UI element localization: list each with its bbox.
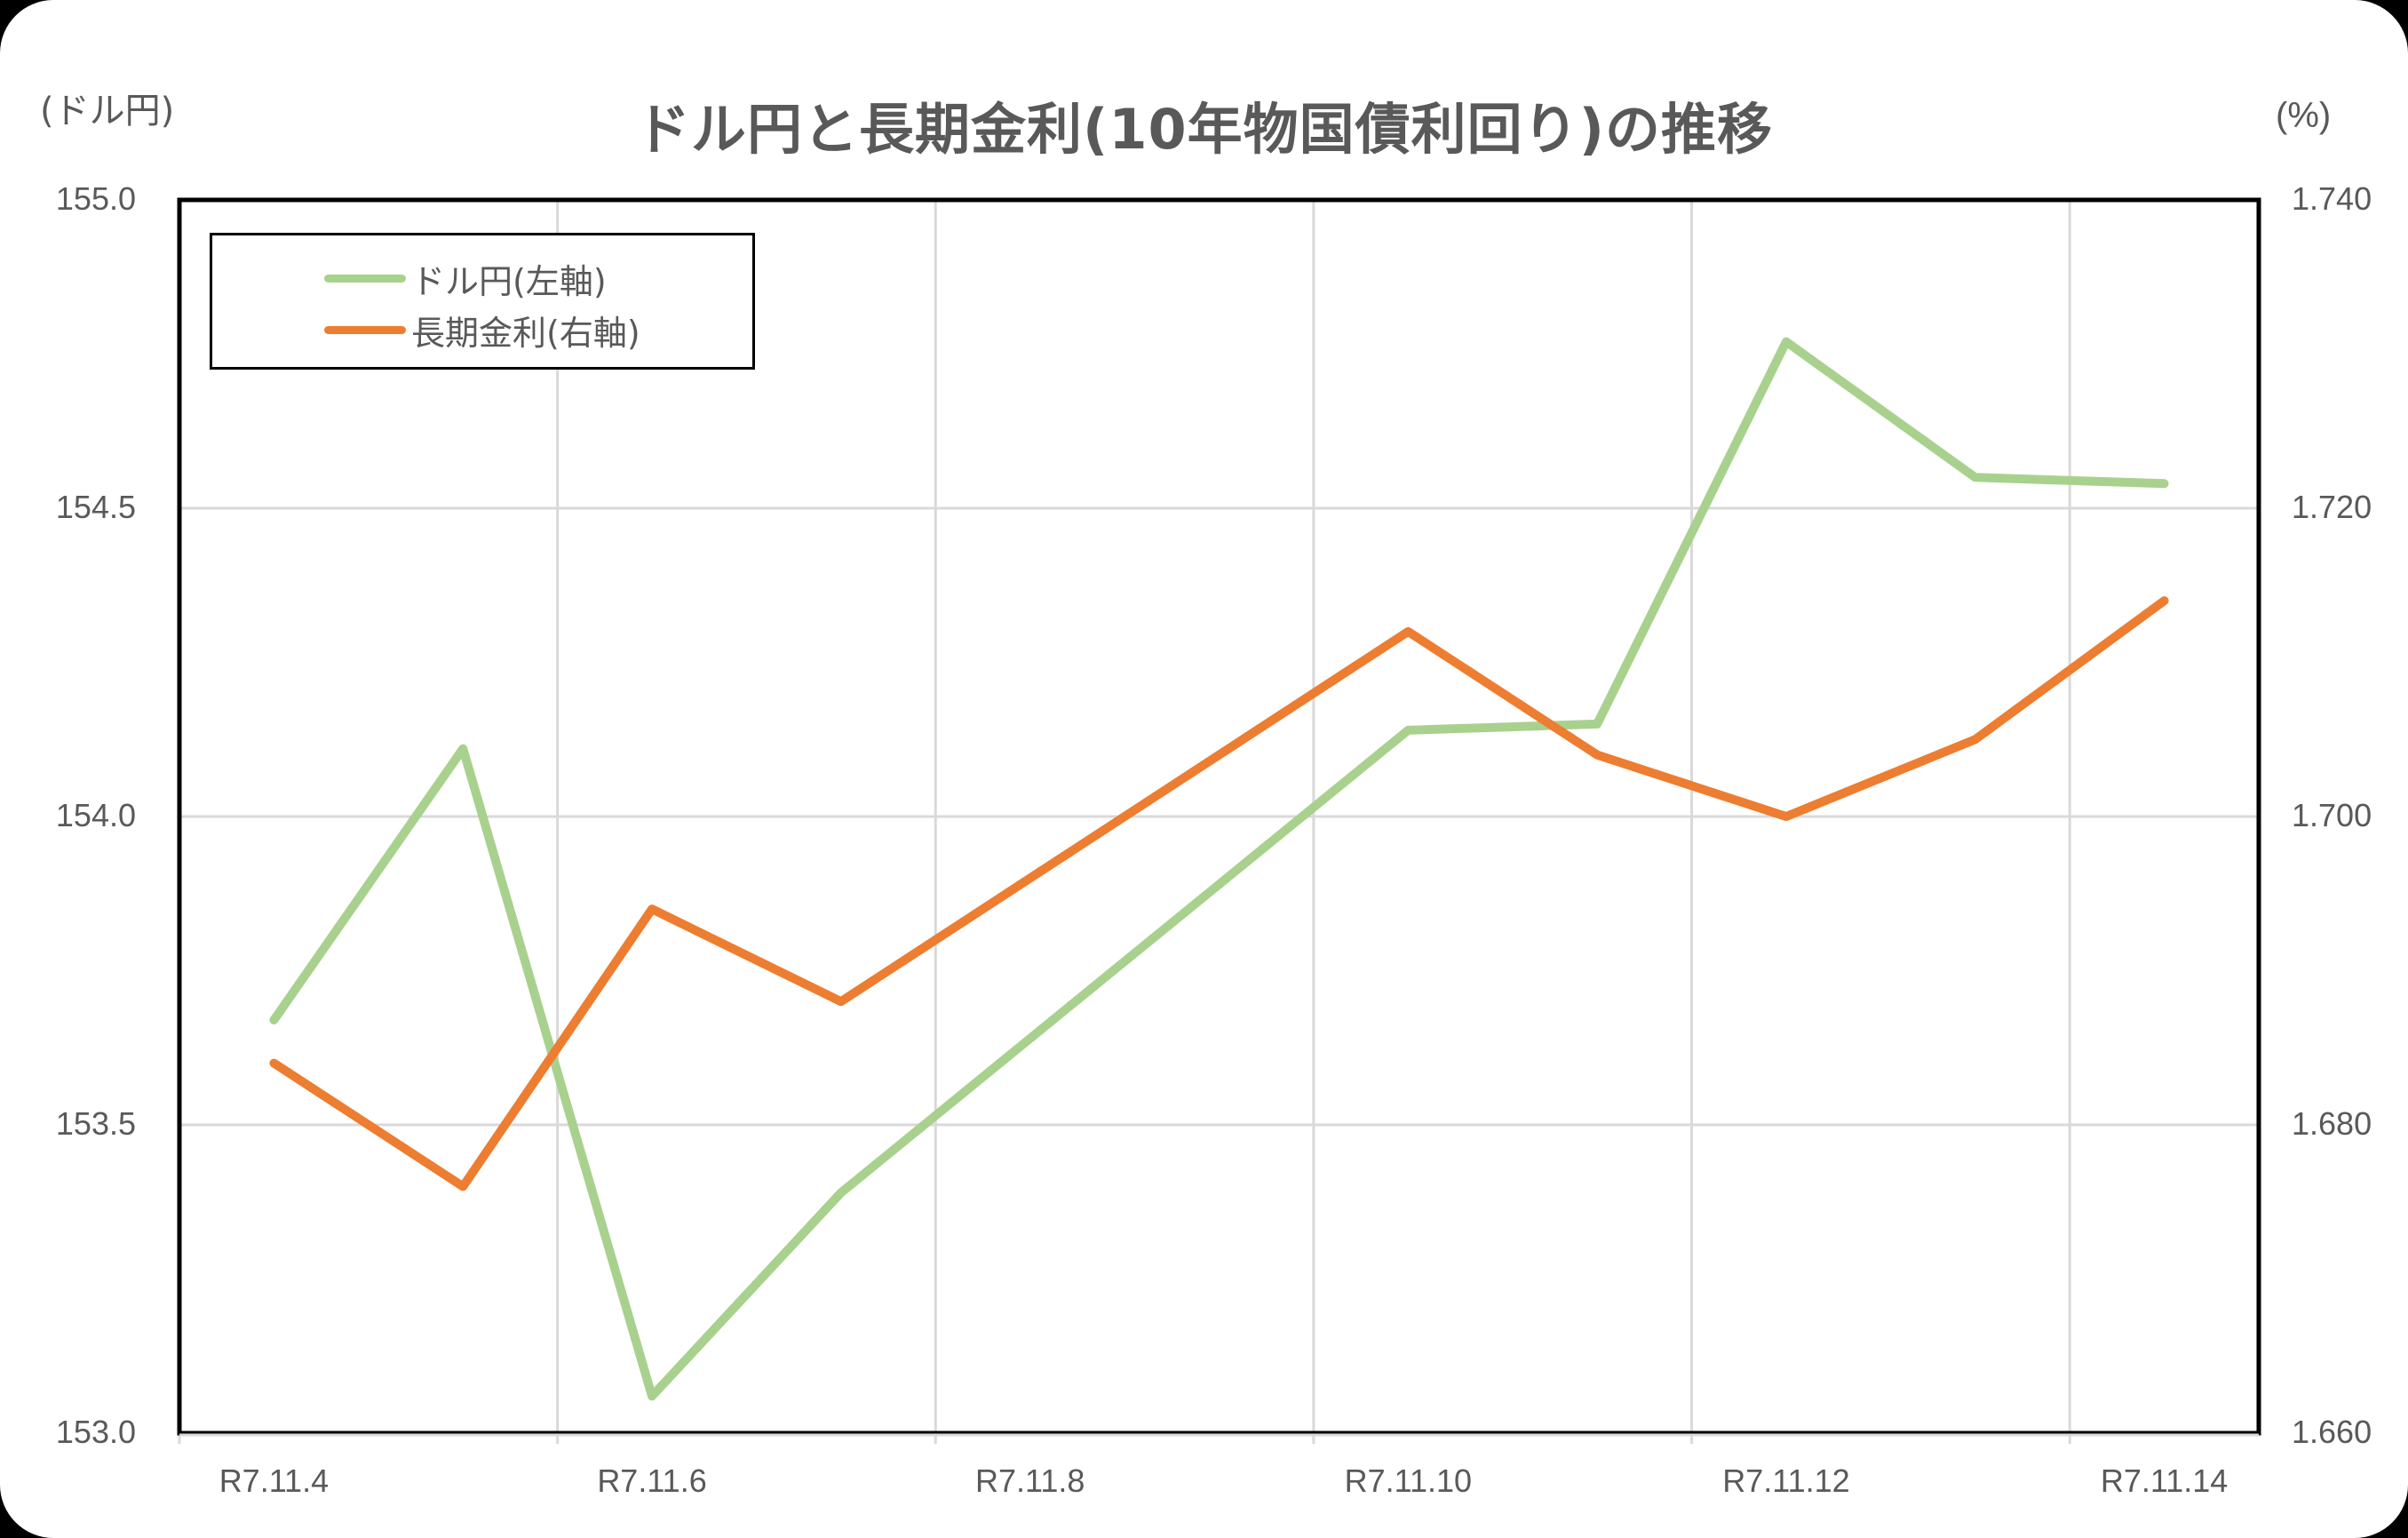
plot-border (177, 197, 2261, 1436)
x-axis-tick: R7.11.6 (597, 1462, 707, 1499)
usdjpy-line (269, 337, 2169, 1401)
right-axis-unit: (%) (2276, 96, 2332, 135)
right-axis-tick: 1.680 (2292, 1105, 2372, 1142)
right-axis-tick: 1.660 (2292, 1414, 2372, 1450)
x-axis-tick: R7.11.12 (1722, 1462, 1850, 1499)
series-lines (269, 337, 2169, 1401)
x-axis-tick: R7.11.14 (2100, 1462, 2229, 1499)
legend-label: ドル円(左軸) (411, 261, 607, 301)
x-axis-tick: R7.11.8 (974, 1462, 1085, 1499)
left-axis-tick: 153.5 (55, 1105, 136, 1142)
left-axis-tick: 154.5 (55, 489, 136, 525)
right-axis-tick: 1.700 (2292, 797, 2372, 833)
left-axis-tick: 153.0 (55, 1414, 136, 1450)
legend-item-jgb: 長期金利(右軸) (324, 303, 640, 356)
left-axis-tick: 154.0 (55, 797, 136, 833)
left-axis-tick: 155.0 (55, 180, 136, 217)
legend: ドル円(左軸) 長期金利(右軸) (210, 233, 755, 370)
left-axis-unit: (ドル円) (40, 91, 175, 131)
legend-item-usdjpy: ドル円(左軸) (324, 251, 607, 305)
right-axis-tick: 1.720 (2292, 489, 2372, 525)
chart-title: ドル円と長期金利(10年物国債利回り)の推移 (635, 97, 1773, 162)
x-axis-tick: R7.11.4 (219, 1462, 330, 1499)
gridlines (178, 198, 2259, 1444)
legend-swatch-jgb (324, 325, 406, 334)
x-axis-tick: R7.11.10 (1344, 1462, 1473, 1499)
legend-swatch-usdjpy (324, 274, 406, 283)
legend-label: 長期金利(右軸) (411, 313, 640, 353)
jgb10y-line (269, 596, 2169, 1191)
right-axis-tick: 1.740 (2292, 180, 2372, 217)
